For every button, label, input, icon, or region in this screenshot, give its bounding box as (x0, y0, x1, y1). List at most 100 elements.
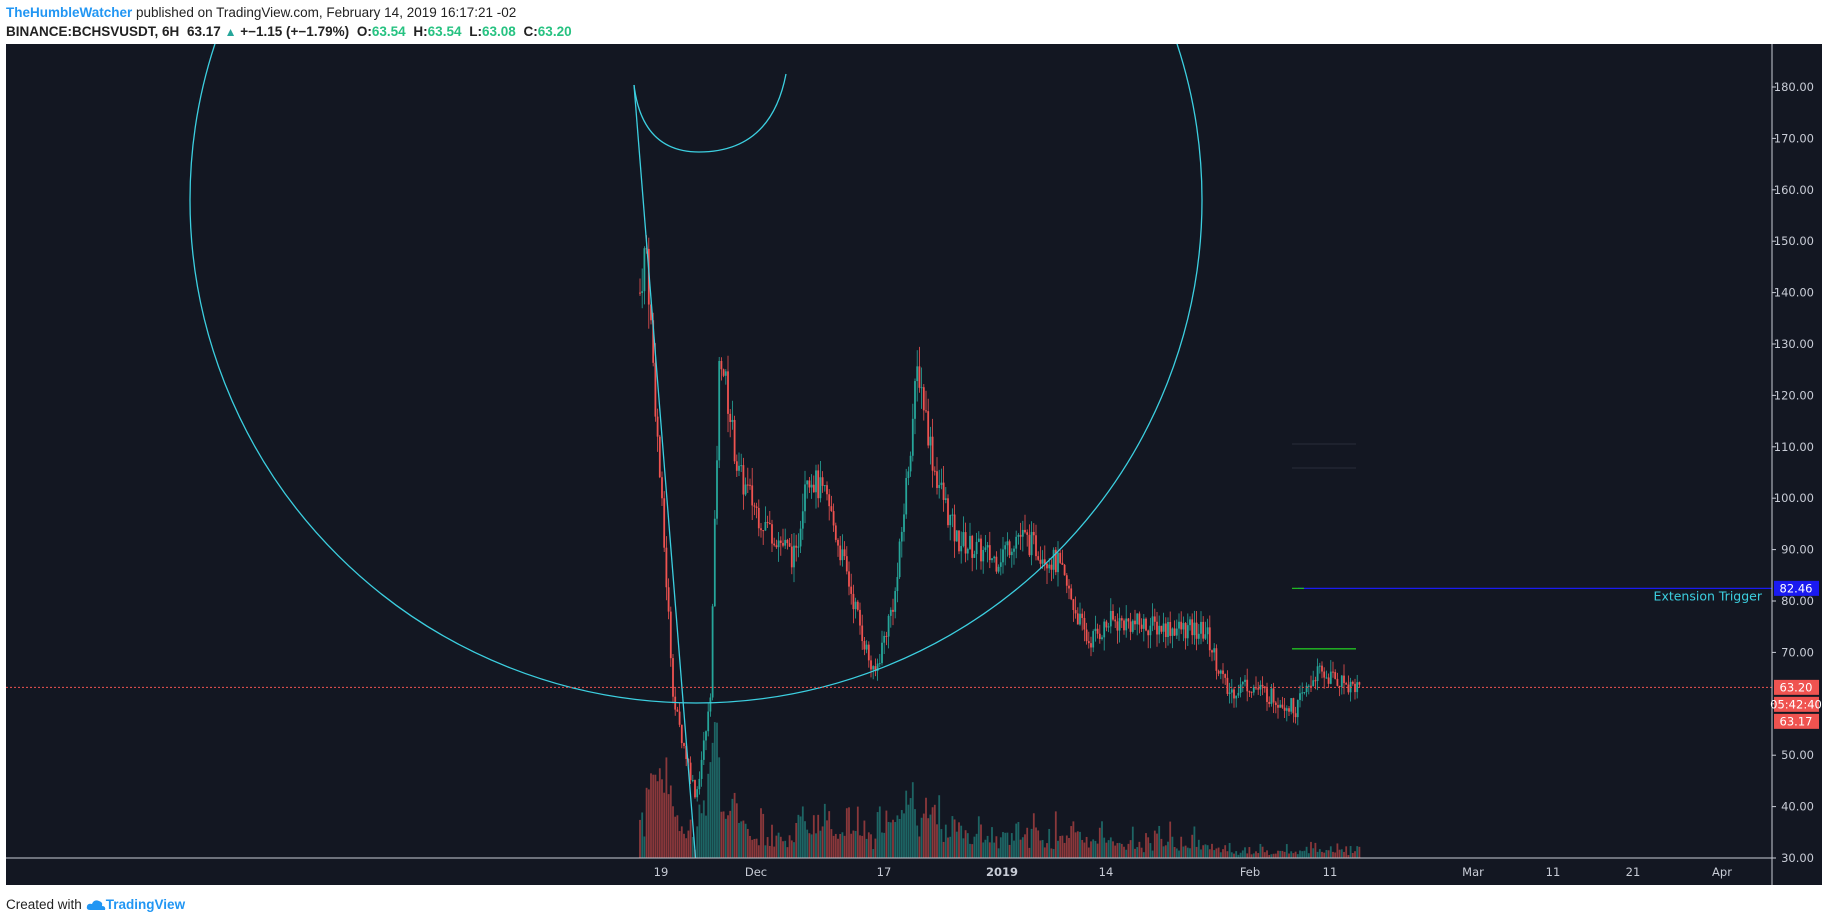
candle-body (749, 484, 751, 486)
volume-bar (1349, 846, 1352, 858)
volume-bar (830, 829, 833, 858)
candle-body (933, 470, 936, 472)
candle-body (1052, 549, 1055, 570)
candle-body (1235, 695, 1238, 699)
volume-bar (885, 810, 888, 858)
volume-bar (801, 806, 804, 858)
volume-bar (1186, 847, 1189, 858)
volume-bar (969, 843, 971, 858)
drawings-layer (189, 44, 1356, 858)
candle-body (986, 545, 989, 548)
volume-bar (1046, 843, 1048, 858)
volume-bar (929, 814, 932, 858)
candle-body (1118, 618, 1121, 631)
volume-bar (881, 832, 883, 858)
ohlc-line: BINANCE:BCHSVUSDT, 6H 63.17 ▲ +−1.15 (+−… (6, 23, 1826, 41)
candle-body (755, 506, 758, 508)
volume-bar (1019, 839, 1022, 858)
candle-body (1142, 618, 1145, 629)
volume-bar (724, 818, 727, 858)
volume-bar (839, 833, 842, 858)
candle-body (1125, 618, 1128, 631)
volume-bar (720, 811, 723, 858)
candle-body (680, 724, 683, 744)
y-tick-label: 140.00 (1774, 286, 1814, 300)
published-text: published on TradingView.com, February 1… (132, 5, 517, 20)
candle-body (1008, 541, 1011, 556)
candle-body (643, 248, 646, 292)
candle-body (810, 484, 813, 488)
volume-bar (1237, 854, 1240, 858)
volume-bar (949, 836, 952, 858)
candle-body (1283, 707, 1286, 711)
volume-bar (878, 806, 881, 858)
volume-bar (852, 830, 855, 858)
volume-bar (1083, 842, 1086, 858)
volume-bar (977, 816, 980, 858)
volume-bar (1098, 827, 1101, 858)
volume-bar (918, 836, 921, 858)
current-price-tag-text: 63.20 (1780, 680, 1813, 694)
volume-bar (1171, 836, 1174, 858)
price-axis[interactable]: 180.00 170.00 160.00 150.00 140.00 130.00 120.… (1772, 80, 1814, 865)
candle-body (768, 522, 771, 525)
candle-body (903, 514, 905, 532)
candle-body (1237, 692, 1240, 696)
y-tick-label: 170.00 (1774, 131, 1814, 145)
candle-body (982, 549, 985, 562)
price-tags: 82.46 63.20 05:42:40 63.17 (1770, 580, 1822, 729)
volume-bar (1116, 843, 1119, 858)
chart-area[interactable]: Extension Trigger 180.00 170.00 160.00 150.… (6, 44, 1822, 885)
volume-bar (1323, 852, 1326, 858)
candle-body (1290, 698, 1293, 712)
volume-bar (1246, 853, 1249, 858)
candle-body (898, 541, 901, 578)
volume-bar (645, 787, 648, 858)
volume-bar (1250, 854, 1253, 858)
candle-body (1076, 613, 1079, 625)
volume-bar (1096, 843, 1099, 858)
volume-bar (1090, 841, 1092, 858)
large-circle-drawing (189, 44, 1203, 704)
candle-body (1173, 628, 1176, 636)
volume-bar (1037, 830, 1040, 858)
candle-body (918, 366, 921, 388)
candle-body (1307, 685, 1310, 687)
y-tick-label: 100.00 (1774, 491, 1814, 505)
author-link[interactable]: TheHumbleWatcher (6, 5, 133, 20)
candle-body (1098, 633, 1101, 639)
candle-body (964, 532, 967, 554)
candle-body (1184, 623, 1187, 639)
plot-area[interactable]: Extension Trigger (6, 44, 1772, 864)
candle-body (1266, 688, 1268, 702)
volume-bar (854, 830, 857, 858)
high-value: 63.54 (427, 24, 462, 39)
volume-bar (1048, 828, 1051, 858)
volume-bar (927, 818, 930, 858)
volume-bar (1224, 845, 1227, 858)
x-tick-label: 14 (1099, 865, 1114, 879)
volume-bar (823, 803, 826, 858)
volume-bar (1257, 853, 1260, 858)
chart-canvas[interactable]: Extension Trigger 180.00 170.00 160.00 150.… (6, 44, 1822, 885)
volume-bar (1103, 837, 1106, 858)
candle-body (1288, 708, 1290, 712)
candle-body (773, 543, 776, 546)
volume-bar (641, 812, 644, 858)
candle-body (1191, 619, 1194, 636)
candle-body (830, 506, 833, 512)
volume-bar (786, 847, 789, 858)
volume-bar (755, 838, 758, 858)
volume-bar (1182, 846, 1185, 858)
candle-body (639, 292, 641, 294)
volume-bar (667, 794, 670, 858)
time-axis[interactable]: 19 Dec 17 2019 14 Feb 11 Mar 11 21 Apr (654, 865, 1733, 879)
volume-bar (1052, 849, 1055, 858)
candle-body (795, 545, 798, 548)
candle-body (925, 410, 927, 412)
tradingview-logo[interactable]: TradingView (86, 897, 185, 912)
candle-body (885, 635, 888, 637)
candle-body (808, 480, 811, 488)
candle-body (1101, 637, 1103, 639)
candle-body (1083, 617, 1086, 630)
